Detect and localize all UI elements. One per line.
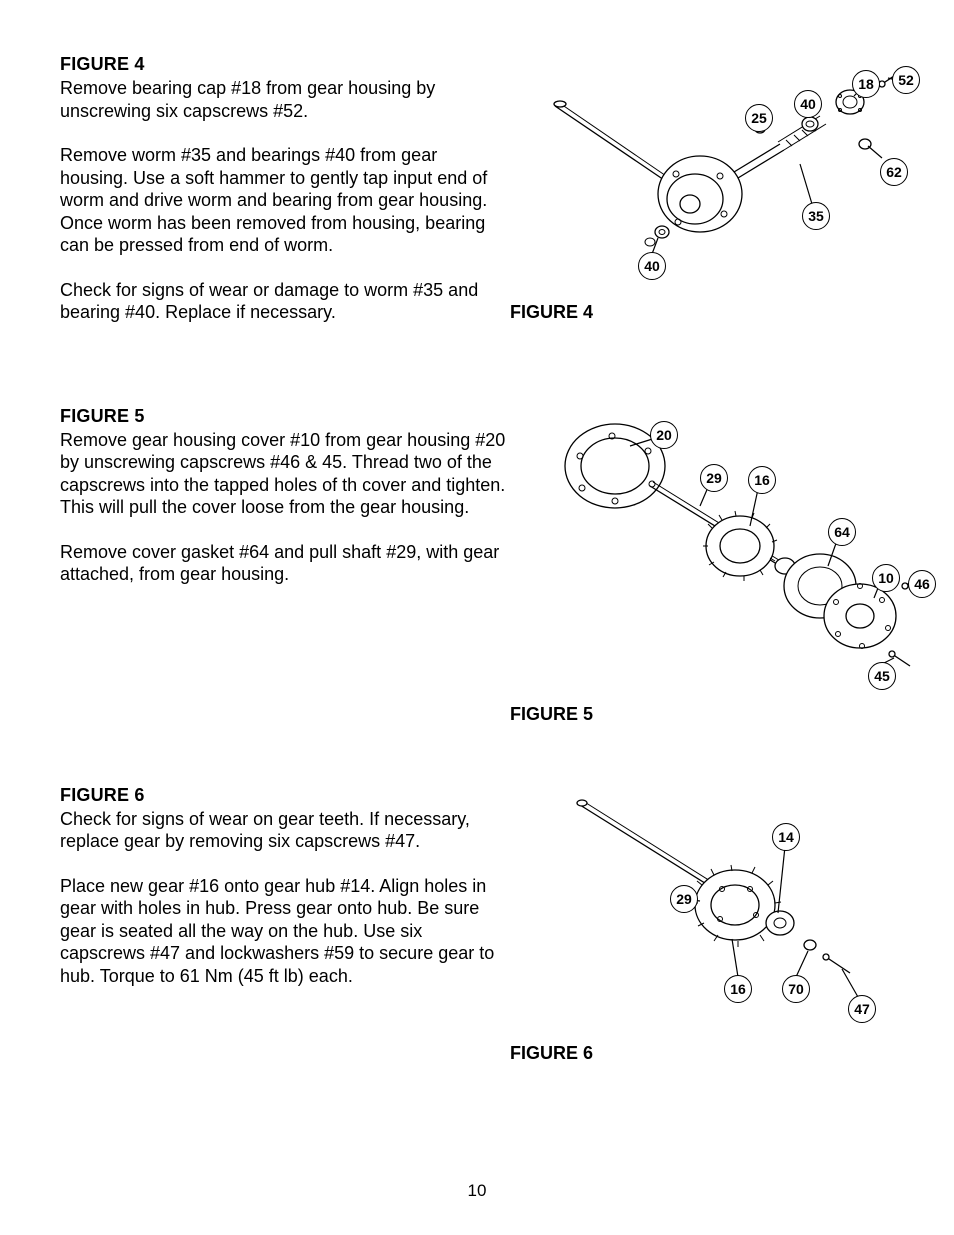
paragraph: Remove cover gasket #64 and pull shaft #… — [60, 541, 510, 586]
callout-label: 20 — [650, 421, 678, 449]
callout-label: 25 — [745, 104, 773, 132]
paragraph: Remove worm #35 and bearings #40 from ge… — [60, 144, 510, 257]
diagram-figure-6: 14 29 16 70 47 — [510, 785, 910, 1035]
heading: FIGURE 5 — [60, 406, 510, 427]
text-column: FIGURE 6 Check for signs of wear on gear… — [60, 785, 510, 1010]
figure-caption: FIGURE 6 — [510, 1043, 910, 1064]
callout-label: 40 — [638, 252, 666, 280]
paragraph: Remove gear housing cover #10 from gear … — [60, 429, 510, 519]
figure-caption: FIGURE 5 — [510, 704, 940, 725]
callout-label: 70 — [782, 975, 810, 1003]
text-column: FIGURE 5 Remove gear housing cover #10 f… — [60, 406, 510, 608]
callout-label: 18 — [852, 70, 880, 98]
diagram-figure-4: 18 52 40 25 62 35 40 — [510, 54, 930, 294]
section-figure-4: FIGURE 4 Remove bearing cap #18 from gea… — [60, 54, 894, 346]
exploded-view-icon — [510, 406, 940, 696]
callout-label: 40 — [794, 90, 822, 118]
paragraph: Place new gear #16 onto gear hub #14. Al… — [60, 875, 510, 988]
callout-label: 62 — [880, 158, 908, 186]
section-figure-6: FIGURE 6 Check for signs of wear on gear… — [60, 785, 894, 1064]
callout-label: 16 — [748, 466, 776, 494]
callout-label: 14 — [772, 823, 800, 851]
section-figure-5: FIGURE 5 Remove gear housing cover #10 f… — [60, 406, 894, 725]
callout-label: 35 — [802, 202, 830, 230]
callout-label: 29 — [670, 885, 698, 913]
figure-column: 18 52 40 25 62 35 40 FIGURE 4 — [510, 54, 930, 323]
exploded-view-icon — [510, 785, 910, 1035]
callout-label: 16 — [724, 975, 752, 1003]
callout-label: 46 — [908, 570, 936, 598]
heading: FIGURE 4 — [60, 54, 510, 75]
page-number: 10 — [0, 1181, 954, 1201]
paragraph: Check for signs of wear on gear teeth. I… — [60, 808, 510, 853]
text-column: FIGURE 4 Remove bearing cap #18 from gea… — [60, 54, 510, 346]
paragraph: Remove bearing cap #18 from gear housing… — [60, 77, 510, 122]
callout-label: 64 — [828, 518, 856, 546]
callout-label: 10 — [872, 564, 900, 592]
figure-column: 20 29 16 64 10 46 45 FIGURE 5 — [510, 406, 940, 725]
diagram-figure-5: 20 29 16 64 10 46 45 — [510, 406, 940, 696]
manual-page: FIGURE 4 Remove bearing cap #18 from gea… — [0, 0, 954, 1235]
figure-column: 14 29 16 70 47 FIGURE 6 — [510, 785, 910, 1064]
callout-label: 29 — [700, 464, 728, 492]
callout-label: 47 — [848, 995, 876, 1023]
callout-label: 52 — [892, 66, 920, 94]
heading: FIGURE 6 — [60, 785, 510, 806]
paragraph: Check for signs of wear or damage to wor… — [60, 279, 510, 324]
figure-caption: FIGURE 4 — [510, 302, 930, 323]
callout-label: 45 — [868, 662, 896, 690]
